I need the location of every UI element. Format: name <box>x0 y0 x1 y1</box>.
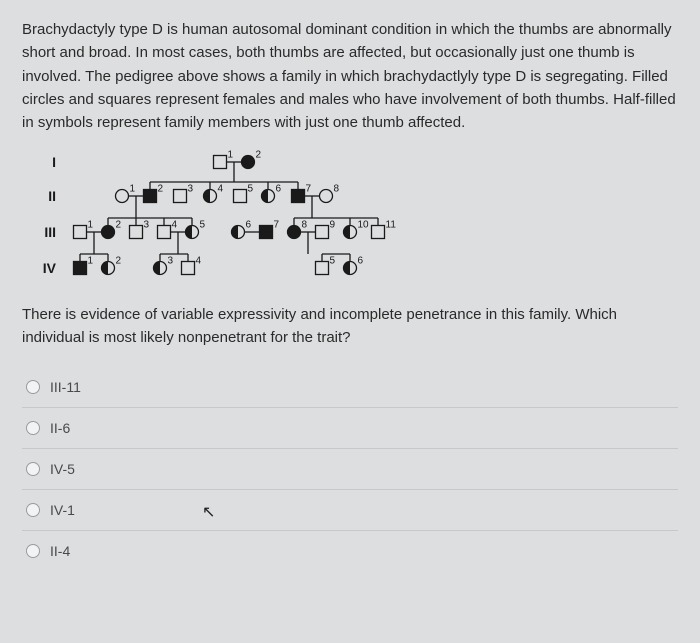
radio-icon <box>26 544 40 558</box>
svg-text:II: II <box>48 188 56 204</box>
option-label: II-4 <box>50 543 70 559</box>
option-label: III-11 <box>50 379 81 395</box>
svg-text:9: 9 <box>330 220 336 231</box>
svg-text:11: 11 <box>386 220 397 231</box>
svg-text:5: 5 <box>200 220 206 231</box>
svg-text:6: 6 <box>246 220 252 231</box>
svg-text:10: 10 <box>358 220 370 231</box>
option-row[interactable]: IV-1 <box>22 490 678 531</box>
options-list: III-11 II-6 IV-5 IV-1 II-4 <box>22 367 678 571</box>
svg-text:4: 4 <box>196 256 202 267</box>
svg-text:3: 3 <box>144 220 150 231</box>
option-row[interactable]: III-11 <box>22 367 678 408</box>
svg-text:4: 4 <box>218 184 224 195</box>
option-row[interactable]: II-4 <box>22 531 678 571</box>
svg-text:1: 1 <box>130 184 136 195</box>
svg-text:3: 3 <box>188 184 194 195</box>
option-row[interactable]: IV-5 <box>22 449 678 490</box>
svg-text:7: 7 <box>306 184 312 195</box>
option-row[interactable]: II-6 <box>22 408 678 449</box>
radio-icon <box>26 421 40 435</box>
intro-text: Brachydactyly type D is human autosomal … <box>22 18 678 134</box>
svg-text:2: 2 <box>116 256 122 267</box>
radio-icon <box>26 380 40 394</box>
svg-text:4: 4 <box>172 220 178 231</box>
svg-text:I: I <box>52 154 56 170</box>
svg-text:IV: IV <box>43 260 57 276</box>
option-label: II-6 <box>50 420 70 436</box>
svg-text:3: 3 <box>168 256 174 267</box>
question-text: There is evidence of variable expressivi… <box>22 304 678 349</box>
option-label: IV-1 <box>50 502 75 518</box>
svg-text:6: 6 <box>276 184 282 195</box>
svg-text:2: 2 <box>116 220 122 231</box>
pedigree-diagram: IIIIIIIV12123456781234567891011123456 <box>22 144 462 294</box>
svg-text:8: 8 <box>302 220 308 231</box>
svg-text:8: 8 <box>334 184 340 195</box>
svg-text:III: III <box>44 224 56 240</box>
svg-text:1: 1 <box>228 150 234 161</box>
svg-text:1: 1 <box>88 220 94 231</box>
radio-icon <box>26 503 40 517</box>
svg-text:7: 7 <box>274 220 280 231</box>
svg-text:2: 2 <box>158 184 164 195</box>
svg-text:1: 1 <box>88 256 94 267</box>
svg-text:5: 5 <box>248 184 254 195</box>
radio-icon <box>26 462 40 476</box>
option-label: IV-5 <box>50 461 75 477</box>
pedigree-container: IIIIIIIV12123456781234567891011123456 <box>22 144 678 294</box>
svg-text:2: 2 <box>256 150 262 161</box>
svg-text:6: 6 <box>358 256 364 267</box>
svg-text:5: 5 <box>330 256 336 267</box>
